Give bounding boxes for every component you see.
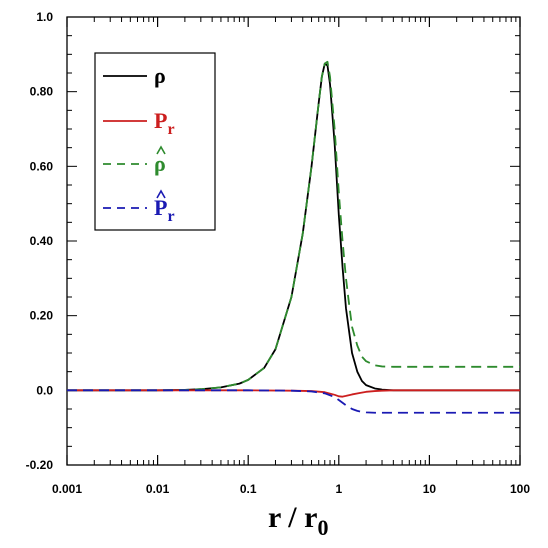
y-tick-label: 0.60 (30, 159, 54, 173)
x-tick-label: 10 (423, 482, 437, 496)
legend-label-3: ρ (154, 151, 166, 176)
legend-label-4: Pr (154, 195, 175, 225)
y-tick-label: 0.40 (30, 234, 54, 248)
legend-hat-3 (156, 145, 166, 155)
y-tick-label: 0.20 (30, 309, 54, 323)
series-line-4 (67, 389, 520, 414)
x-tick-label: 0.001 (52, 482, 82, 496)
x-tick-label: 0.01 (146, 482, 170, 496)
axis-tick-labels: 0.001 0.01 0.1 1 10 100 -0.20 0.0 0.20 0.40 0.60 0.… (26, 10, 531, 496)
y-tick-label: 0.0 (36, 383, 53, 397)
series-layer (67, 60, 520, 414)
x-tick-label: 1 (335, 482, 342, 496)
x-axis-title: r / r0 (268, 501, 328, 540)
y-tick-label: 1.0 (36, 10, 53, 24)
legend-hat-4 (156, 189, 166, 199)
legend-label-2: Pr (154, 108, 175, 138)
legend: ρ Pr ρ Pr (94, 52, 216, 231)
y-tick-label: 0.80 (30, 85, 54, 99)
legend-label-1: ρ (154, 63, 166, 88)
x-tick-label: 100 (510, 482, 530, 496)
y-tick-label: -0.20 (26, 458, 54, 472)
legend-box (94, 52, 216, 231)
x-tick-label: 0.1 (240, 482, 257, 496)
